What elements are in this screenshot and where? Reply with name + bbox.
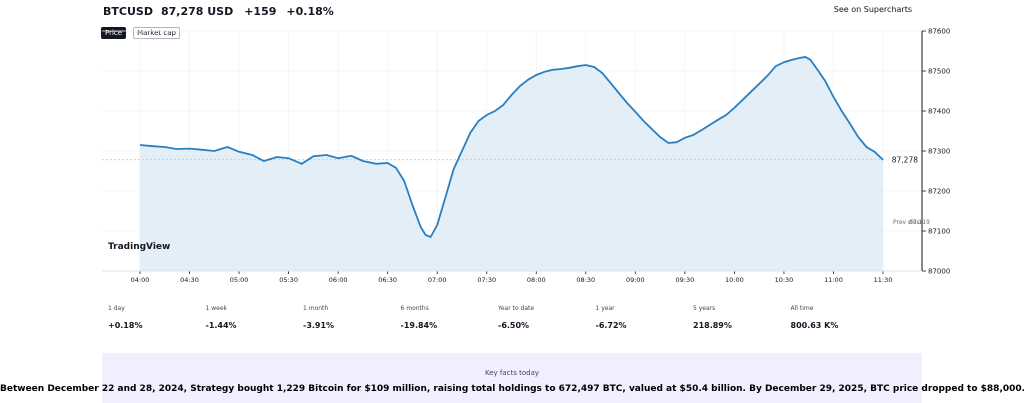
x-tick-label: 10:00: [725, 276, 744, 284]
price-area: [140, 57, 883, 271]
stat-label: 1 week: [205, 305, 228, 312]
stat-value: -19.84%: [400, 321, 438, 330]
x-tick-label: 04:30: [180, 276, 199, 284]
market-cap-tab[interactable]: Market cap: [133, 27, 180, 39]
stat-value: -6.50%: [498, 321, 530, 330]
stat-1-week[interactable]: 1 week -1.44%: [206, 305, 304, 330]
stat-value: 218.89%: [693, 321, 732, 330]
price-tab[interactable]: Price: [101, 27, 127, 39]
key-facts-panel: Key facts today: [102, 353, 922, 403]
stat-label: 1 year: [595, 305, 615, 312]
y-tick-label: 87100: [928, 228, 950, 236]
see-on-supercharts-link[interactable]: See on Supercharts: [833, 5, 912, 14]
x-tick-label: 06:30: [378, 276, 397, 284]
stat-value: -6.72%: [595, 321, 627, 330]
stat-all-time[interactable]: All time 800.63 K%: [791, 305, 889, 330]
symbol-header: BTCUSD 87,278 USD +159 +0.18%: [103, 3, 334, 19]
symbol-price: 87,278 USD: [160, 4, 234, 18]
x-tick-label: 07:00: [428, 276, 447, 284]
y-axis: 87000 87100 87200 87300 87400 87500 87600: [922, 28, 950, 276]
stat-label: 1 day: [108, 305, 125, 312]
x-tick-label: 09:00: [626, 276, 645, 284]
y-tick-label: 87000: [928, 268, 950, 276]
stat-label: 6 months: [400, 305, 429, 312]
last-value-label: 87,278: [892, 155, 918, 164]
stat-5-years[interactable]: 5 years 218.89%: [693, 305, 791, 330]
stat-label: 5 years: [693, 305, 716, 312]
stat-value: -1.44%: [205, 321, 237, 330]
x-tick-label: 06:00: [329, 276, 348, 284]
news-caption: Between December 22 and 28, 2024, Strate…: [0, 384, 1024, 394]
stat-value: -3.91%: [303, 321, 335, 330]
y-tick-label: 87300: [928, 148, 950, 156]
stat-year-to-date[interactable]: Year to date -6.50%: [498, 305, 596, 330]
x-tick-label: 09:30: [675, 276, 694, 284]
x-axis: 04:00 04:30 05:00 05:30 06:00 06:30 07:00 07:30…: [131, 271, 893, 284]
chart-mode-toggle: Price Market cap: [101, 27, 180, 39]
stat-label: Year to date: [498, 305, 535, 312]
key-facts-title: Key facts today: [484, 369, 540, 377]
stat-value: +0.18%: [108, 321, 143, 330]
x-tick-label: 11:00: [824, 276, 843, 284]
last-value-tag: 87,278: [887, 153, 921, 166]
price-change: +159: [244, 4, 277, 18]
stat-1-year[interactable]: 1 year -6.72%: [596, 305, 694, 330]
tradingview-watermark: TradingView: [108, 242, 170, 252]
prev-close-label: Prev close: [893, 219, 924, 226]
y-tick-label: 87600: [928, 28, 950, 36]
stat-1-month[interactable]: 1 month -3.91%: [303, 305, 401, 330]
symbol-name: BTCUSD: [103, 4, 153, 18]
stat-label: 1 month: [303, 305, 329, 312]
x-tick-label: 04:00: [131, 276, 150, 284]
x-tick-label: 08:00: [527, 276, 546, 284]
price-line: [139, 56, 884, 239]
y-tick-label: 87500: [928, 68, 950, 76]
price-chart[interactable]: 04:00 04:30 05:00 05:30 06:00 06:30 07:00 07:30…: [0, 0, 1024, 300]
x-tick-label: 11:30: [874, 276, 893, 284]
stat-1-day[interactable]: 1 day +0.18%: [108, 305, 206, 330]
prev-close-value: 87,119: [909, 219, 930, 226]
x-tick-label: 07:30: [477, 276, 496, 284]
x-tick-label: 10:30: [775, 276, 794, 284]
x-tick-label: 05:30: [279, 276, 298, 284]
y-tick-label: 87200: [928, 188, 950, 196]
stat-value: 800.63 K%: [790, 321, 839, 330]
x-tick-label: 08:30: [576, 276, 595, 284]
performance-stats: 1 day +0.18% 1 week -1.44% 1 month -3.91…: [108, 305, 888, 330]
price-change-percent: +0.18%: [286, 4, 334, 18]
x-tick-label: 05:00: [230, 276, 249, 284]
y-tick-label: 87400: [928, 108, 950, 116]
stat-6-months[interactable]: 6 months -19.84%: [401, 305, 499, 330]
stat-label: All time: [790, 305, 814, 312]
